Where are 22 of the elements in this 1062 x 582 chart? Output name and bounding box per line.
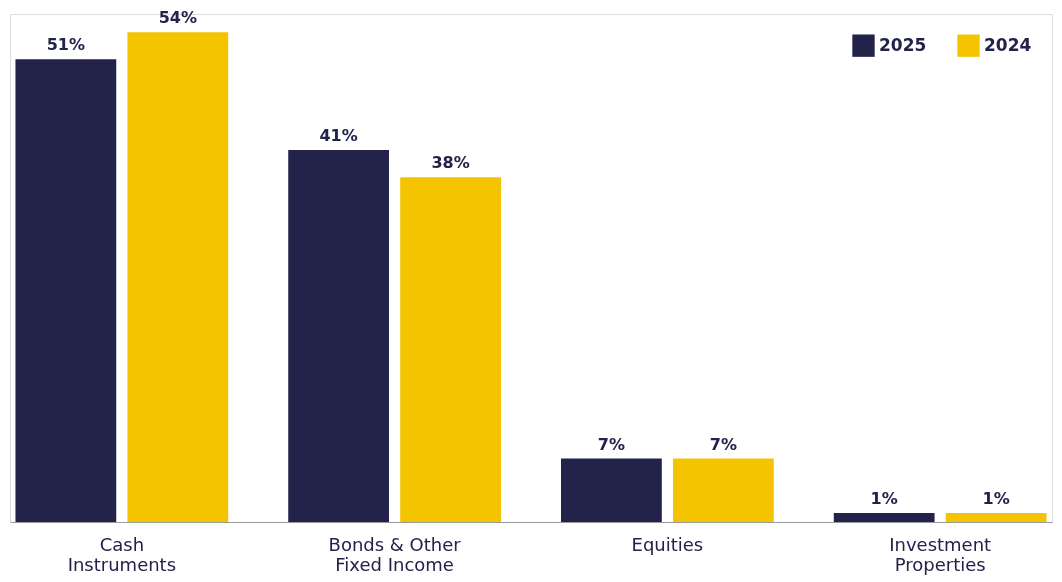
x-tick-label: Investment Properties (889, 533, 992, 575)
bar (561, 458, 662, 522)
bar (672, 458, 774, 522)
data-label: 41% (319, 126, 358, 146)
bar (288, 150, 390, 522)
data-label: 7% (597, 434, 625, 454)
data-label: 54% (158, 8, 197, 28)
bar (400, 177, 501, 522)
legend-label: 2025 (879, 34, 927, 55)
x-tick-label: Bonds & Other Fixed Income (328, 533, 462, 575)
legend-label: 2024 (984, 34, 1032, 55)
bar (945, 512, 1047, 522)
bar (833, 512, 935, 522)
x-tick-label: Cash Instruments (67, 533, 177, 575)
x-tick-label: Equities (631, 533, 704, 555)
data-label: 38% (431, 153, 470, 173)
data-label: 7% (709, 434, 737, 454)
data-label: 1% (982, 488, 1010, 508)
data-label: 1% (870, 488, 898, 508)
bar (15, 59, 117, 522)
bar (127, 32, 229, 522)
data-label: 51% (46, 35, 85, 55)
